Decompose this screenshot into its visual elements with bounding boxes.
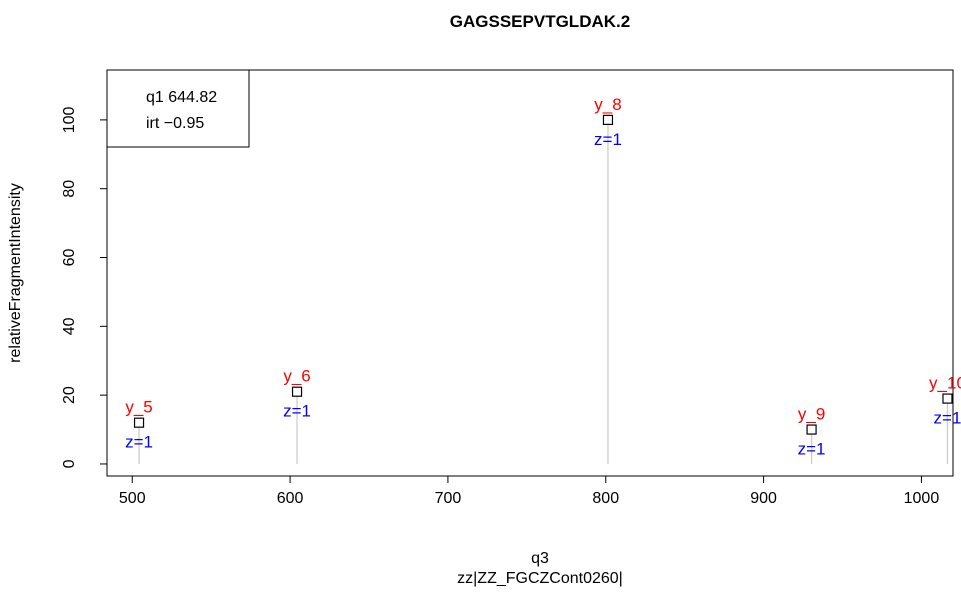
legend-line-irt: irt −0.95 — [146, 115, 204, 132]
x-tick-label: 900 — [750, 490, 777, 507]
charge-label: z=1 — [283, 402, 311, 421]
x-axis-sublabel: zz|ZZ_FGCZCont0260| — [457, 570, 623, 587]
ion-label: y_5 — [125, 398, 152, 417]
y-tick-label: 20 — [61, 386, 78, 404]
y-tick-label: 80 — [61, 180, 78, 198]
x-tick-label: 1000 — [904, 490, 940, 507]
y-axis-label: relativeFragmentIntensity — [7, 183, 24, 363]
charge-label: z=1 — [798, 440, 826, 459]
label-layer: y_5 z=1 y_6 z=1 y_8 z=1 y_9 z=1 y_10 z=1 — [125, 95, 961, 459]
marker-layer — [133, 114, 953, 435]
legend: q1 644.82 irt −0.95 — [106, 69, 250, 148]
y-axis: 0 20 40 60 80 100 — [61, 106, 108, 468]
fragment-point — [806, 424, 817, 435]
y-tick-label: 40 — [61, 317, 78, 335]
x-tick-label: 700 — [435, 490, 462, 507]
fragment-point — [133, 417, 145, 428]
charge-label: z=1 — [934, 409, 961, 428]
legend-line-q1: q1 644.82 — [146, 89, 217, 106]
y-tick-label: 60 — [61, 249, 78, 267]
ion-label: y_9 — [798, 405, 825, 424]
charge-label: z=1 — [594, 130, 622, 149]
y-tick-label: 100 — [61, 106, 78, 133]
chart-title: GAGSSEPVTGLDAK.2 — [450, 12, 630, 31]
x-axis: 500 600 700 800 900 1000 — [119, 475, 940, 507]
fragment-point — [602, 114, 614, 125]
legend-box — [106, 69, 250, 148]
fragment-point — [942, 393, 953, 404]
ion-label: y_6 — [283, 367, 310, 386]
ion-label: y_10 — [929, 374, 961, 393]
x-axis-label: q3 — [531, 550, 549, 567]
fragment-point — [291, 386, 303, 397]
ion-label: y_8 — [594, 95, 621, 114]
x-tick-label: 800 — [592, 490, 619, 507]
x-tick-label: 500 — [119, 490, 146, 507]
y-tick-label: 0 — [61, 459, 78, 468]
x-tick-label: 600 — [277, 490, 304, 507]
stem-layer — [138, 119, 949, 464]
charge-label: z=1 — [125, 433, 153, 452]
